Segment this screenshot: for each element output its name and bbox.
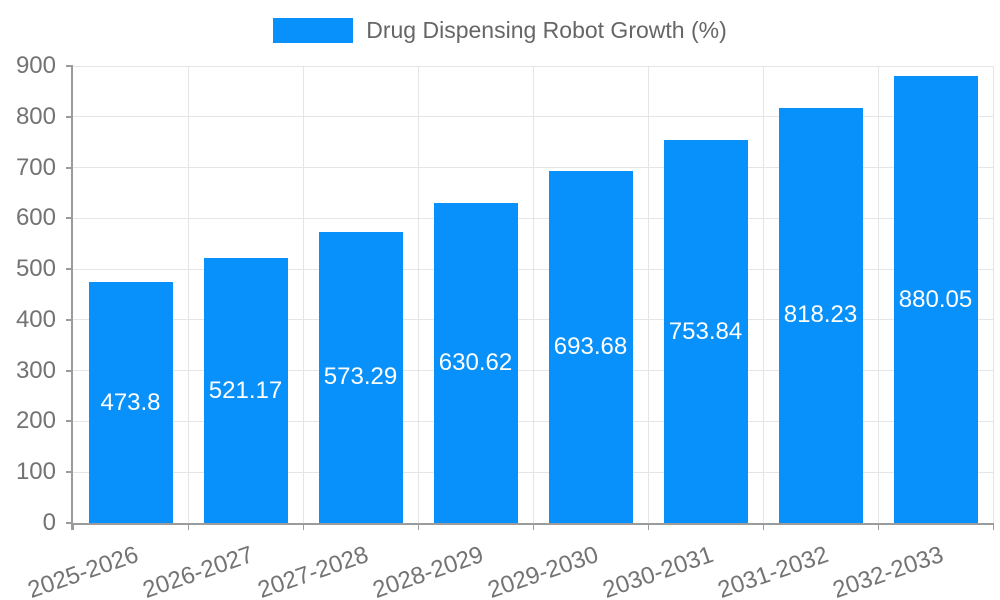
bar <box>88 282 173 523</box>
y-axis-tick <box>66 369 73 372</box>
y-axis-tick <box>66 471 73 474</box>
bar-value-label: 753.84 <box>668 317 743 345</box>
gridline-v <box>187 66 189 523</box>
gridline-v <box>647 66 649 523</box>
x-axis-line <box>71 523 993 525</box>
bar-value-label: 880.05 <box>898 285 973 313</box>
y-tick-label: 400 <box>15 305 56 333</box>
x-axis-tick <box>532 523 534 530</box>
bar <box>778 107 863 523</box>
x-tick-label: 2030-2031 <box>598 541 717 600</box>
y-axis-tick <box>66 166 73 169</box>
x-tick-label: 2032-2033 <box>828 541 947 600</box>
y-axis-tick <box>66 318 73 321</box>
y-axis-tick <box>66 115 73 118</box>
y-tick-label: 500 <box>15 255 56 283</box>
x-tick-label: 2029-2030 <box>483 541 602 600</box>
gridline-v <box>877 66 879 523</box>
y-tick-label: 600 <box>15 204 56 232</box>
y-tick-label: 800 <box>15 102 56 130</box>
x-tick-label: 2031-2032 <box>713 541 832 600</box>
bar <box>548 170 633 523</box>
x-axis-tick <box>762 523 764 530</box>
x-axis-tick <box>992 523 994 530</box>
bar-value-label: 473.8 <box>100 388 161 416</box>
y-axis-line <box>71 66 73 530</box>
bar <box>893 76 978 523</box>
y-tick-label: 700 <box>15 153 56 181</box>
bar <box>318 231 403 523</box>
bar-value-label: 573.29 <box>323 363 398 391</box>
x-axis-tick <box>72 523 74 530</box>
gridline-v <box>992 66 994 523</box>
gridline-v <box>532 66 534 523</box>
y-axis-tick <box>66 217 73 220</box>
bar-value-label: 818.23 <box>783 301 858 329</box>
x-axis-tick <box>302 523 304 530</box>
gridline-v <box>302 66 304 523</box>
y-tick-label: 200 <box>15 407 56 435</box>
bar <box>433 202 518 523</box>
x-axis-tick <box>877 523 879 530</box>
bar-value-label: 521.17 <box>208 376 283 404</box>
gridline-v <box>417 66 419 523</box>
y-tick-label: 900 <box>15 52 56 79</box>
legend-label: Drug Dispensing Robot Growth (%) <box>366 17 727 43</box>
x-tick-label: 2027-2028 <box>253 541 372 600</box>
bar <box>203 258 288 523</box>
y-tick-label: 0 <box>42 509 56 536</box>
x-tick-label: 2028-2029 <box>368 541 487 600</box>
y-tick-label: 300 <box>15 356 56 384</box>
x-tick-label: 2025-2026 <box>23 541 142 600</box>
bar-value-label: 630.62 <box>438 348 513 376</box>
y-axis-tick <box>66 65 73 67</box>
x-axis-tick <box>647 523 649 530</box>
legend-swatch <box>273 17 354 43</box>
gridline-v <box>762 66 764 523</box>
x-axis-tick <box>417 523 419 530</box>
bar-value-label: 693.68 <box>553 332 628 360</box>
y-axis-tick <box>66 268 73 271</box>
y-axis-tick <box>66 522 73 524</box>
y-tick-label: 100 <box>15 458 56 486</box>
x-tick-label: 2026-2027 <box>138 541 257 600</box>
bar <box>663 140 748 523</box>
chart-legend[interactable]: Drug Dispensing Robot Growth (%) <box>0 17 1000 43</box>
y-axis-tick <box>66 420 73 423</box>
x-axis-tick <box>187 523 189 530</box>
